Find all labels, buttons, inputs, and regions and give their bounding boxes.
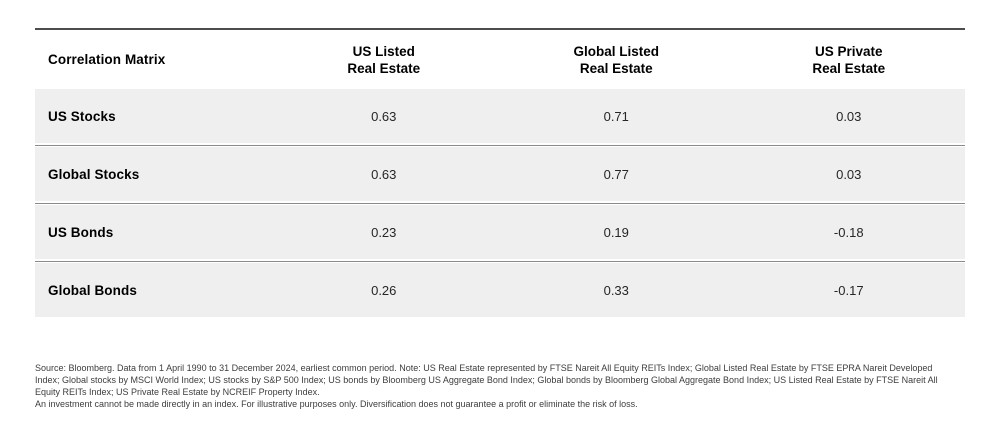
table-row-global-stocks: Global Stocks 0.63 0.77 0.03	[35, 147, 965, 201]
column-header-us-private-real-estate: US Private Real Estate	[812, 43, 886, 76]
table-top-rule	[35, 28, 965, 30]
table-row-global-bonds: Global Bonds 0.26 0.33 -0.17	[35, 263, 965, 317]
table-title: Correlation Matrix	[48, 52, 166, 67]
column-header-us-listed-real-estate: US Listed Real Estate	[347, 43, 421, 76]
correlation-value: -0.17	[833, 282, 864, 298]
correlation-value: 0.77	[603, 166, 629, 182]
table-row-us-bonds: US Bonds 0.23 0.19 -0.18	[35, 205, 965, 259]
table-row-us-stocks: US Stocks 0.63 0.71 0.03	[35, 89, 965, 143]
correlation-table: Correlation Matrix US Listed Real Estate…	[35, 28, 965, 317]
correlation-value: -0.18	[833, 224, 864, 240]
row-separator	[35, 259, 965, 263]
table-header-row: Correlation Matrix US Listed Real Estate…	[35, 30, 965, 89]
correlation-value: 0.26	[371, 282, 397, 298]
correlation-value: 0.03	[836, 166, 862, 182]
row-label: Global Bonds	[48, 282, 137, 298]
column-header-global-listed-real-estate: Global Listed Real Estate	[573, 43, 659, 76]
correlation-value: 0.19	[603, 224, 629, 240]
footnote-line-2: Index; Global stocks by MSCI World Index…	[35, 375, 938, 385]
row-label: US Bonds	[48, 224, 114, 240]
row-separator	[35, 143, 965, 147]
correlation-value: 0.71	[603, 108, 629, 124]
row-label: US Stocks	[48, 108, 116, 124]
correlation-value: 0.23	[371, 224, 397, 240]
correlation-value: 0.63	[371, 108, 397, 124]
row-label: Global Stocks	[48, 166, 140, 182]
correlation-value: 0.03	[836, 108, 862, 124]
footnote-line-1: Source: Bloomberg. Data from 1 April 199…	[35, 363, 933, 373]
correlation-value: 0.63	[371, 166, 397, 182]
footnote-line-4: An investment cannot be made directly in…	[35, 399, 638, 409]
correlation-value: 0.33	[603, 282, 629, 298]
row-separator	[35, 201, 965, 205]
footnotes: Source: Bloomberg. Data from 1 April 199…	[35, 362, 995, 410]
footnote-line-3: Equity REITs Index; US Private Real Esta…	[35, 387, 320, 397]
